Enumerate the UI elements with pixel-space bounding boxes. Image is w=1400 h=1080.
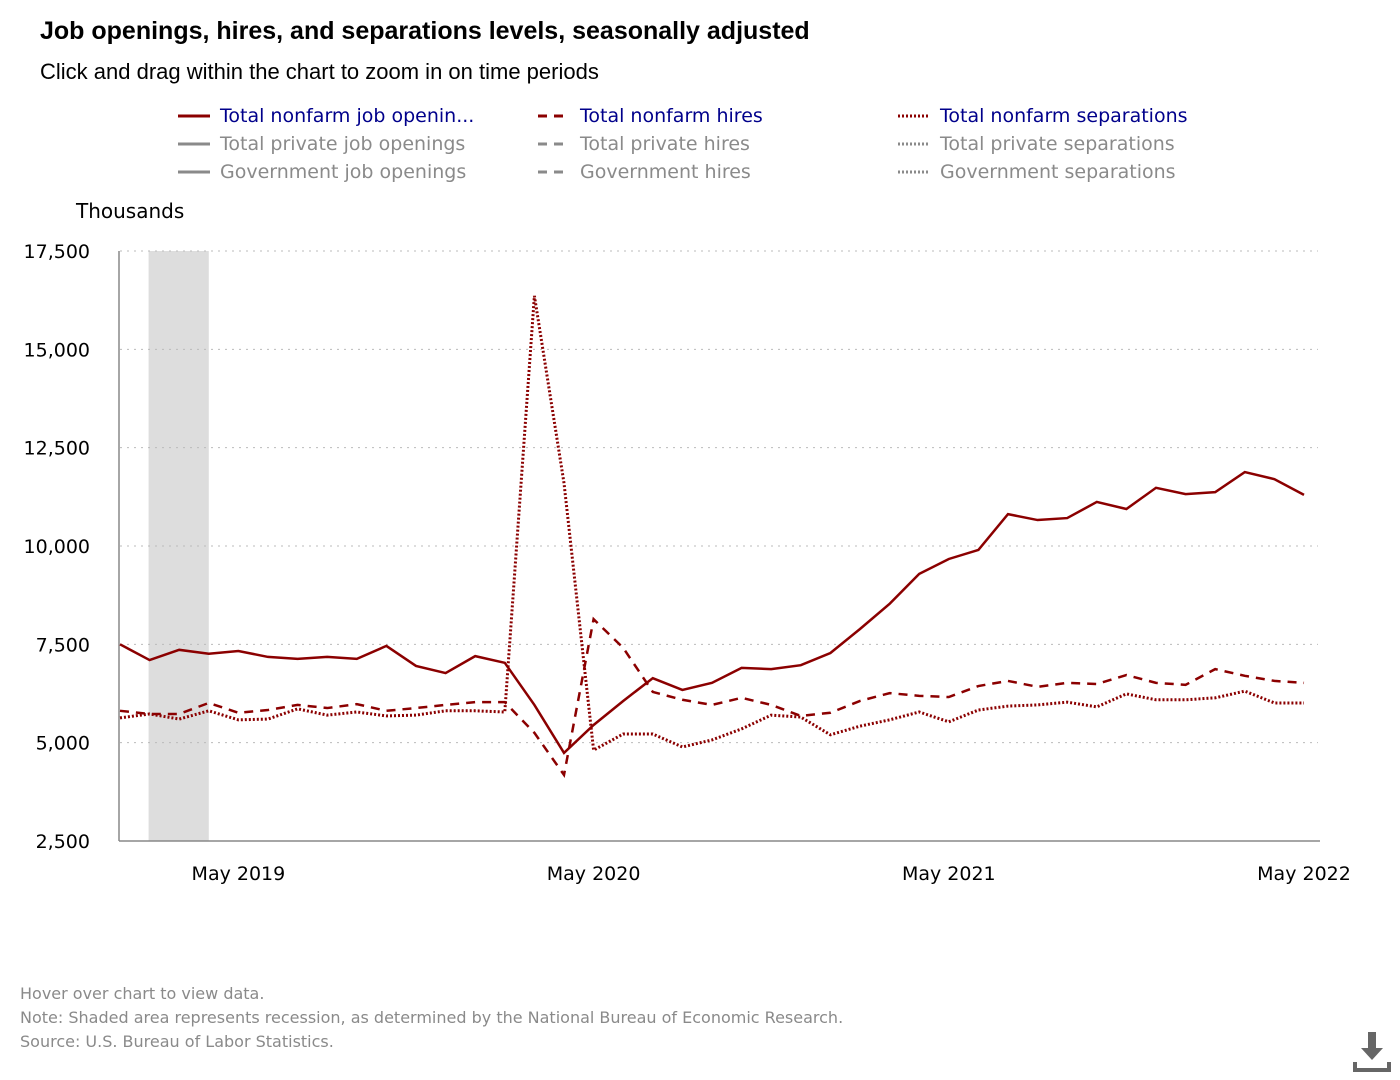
y-tick-label: 15,000 <box>24 339 90 361</box>
legend-item[interactable]: Government separations <box>898 161 1176 183</box>
legend-label: Government job openings <box>220 161 467 183</box>
y-axis-label: Thousands <box>76 199 185 223</box>
chart-title: Job openings, hires, and separations lev… <box>40 17 810 45</box>
y-tick-label: 12,500 <box>24 438 90 460</box>
legend-item[interactable]: Government job openings <box>178 161 466 183</box>
series-line-dashed <box>119 616 1305 779</box>
legend-dashed-line-icon <box>538 142 570 146</box>
chart-plot-area[interactable]: 2,500 5,000 7,500 10,000 12,500 15,000 17,500 M… <box>0 0 1400 900</box>
x-tick-label: May 2019 <box>192 863 286 885</box>
y-tick-label: 10,000 <box>24 536 90 558</box>
legend-label: Total nonfarm job openin... <box>220 105 475 127</box>
legend-item[interactable]: Total private job openings <box>178 133 465 155</box>
legend-label: Government separations <box>940 161 1176 183</box>
legend-item[interactable]: Total nonfarm job openin... <box>178 105 474 127</box>
x-tick-label: May 2020 <box>547 863 641 885</box>
series-line-dotted <box>119 295 1304 753</box>
legend-solid-line-icon <box>178 170 210 174</box>
chart-subtitle: Click and drag within the chart to zoom … <box>40 59 599 84</box>
legend-dotted-line-icon <box>898 114 930 118</box>
legend-label: Total nonfarm separations <box>940 105 1188 127</box>
y-tick-label: 5,000 <box>36 733 90 755</box>
footer-note: Note: Shaded area represents recession, … <box>20 1008 844 1027</box>
legend-dashed-line-icon <box>538 114 570 118</box>
legend-item[interactable]: Total nonfarm separations <box>898 105 1188 127</box>
legend-solid-line-icon <box>178 142 210 146</box>
legend-solid-line-icon <box>178 114 210 118</box>
legend-dashed-line-icon <box>538 170 570 174</box>
legend-item[interactable]: Government hires <box>538 161 751 183</box>
y-tick-label: 17,500 <box>24 241 90 263</box>
footer-hover: Hover over chart to view data. <box>20 984 265 1003</box>
x-tick-label: May 2022 <box>1257 863 1351 885</box>
x-tick-label: May 2021 <box>902 863 996 885</box>
y-tick-label: 7,500 <box>36 634 90 656</box>
legend-dotted-line-icon <box>898 142 930 146</box>
download-button[interactable] <box>1352 1030 1392 1074</box>
legend-dotted-line-icon <box>898 170 930 174</box>
recession-shading <box>148 251 209 841</box>
legend-label: Total nonfarm hires <box>580 105 763 127</box>
legend-label: Government hires <box>580 161 751 183</box>
legend-label: Total private job openings <box>220 133 466 155</box>
legend-item[interactable]: Total nonfarm hires <box>538 105 763 127</box>
download-icon <box>1353 1032 1391 1072</box>
legend-label: Total private hires <box>580 133 750 155</box>
legend-item[interactable]: Total private hires <box>538 133 750 155</box>
footer-source: Source: U.S. Bureau of Labor Statistics. <box>20 1032 334 1051</box>
y-tick-label: 2,500 <box>36 831 90 853</box>
legend-label: Total private separations <box>940 133 1175 155</box>
series-line-solid <box>119 470 1305 755</box>
legend-item[interactable]: Total private separations <box>898 133 1175 155</box>
